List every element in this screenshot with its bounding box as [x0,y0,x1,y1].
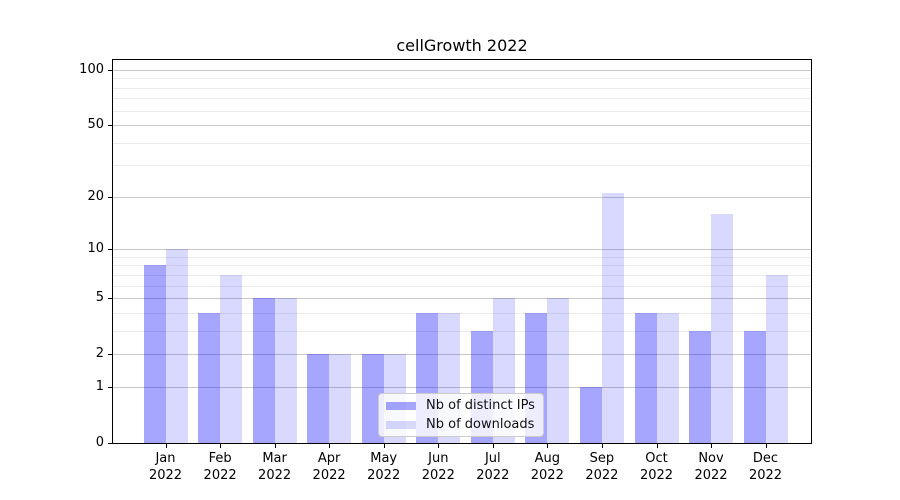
bar-jan-downloads [165,249,188,443]
x-tick [329,444,331,448]
y-tick-label: 5 [95,290,104,306]
minor-gridline [113,312,811,314]
y-tick-label: 100 [79,61,104,77]
y-tick [108,125,113,127]
major-gridline [113,196,811,198]
x-tick-label: Oct 2022 [639,451,674,483]
y-tick [108,443,113,444]
minor-gridline [113,78,811,80]
x-tick [711,444,712,448]
x-tick-label: Jan 2022 [148,451,183,483]
bar-feb-ips [198,312,220,443]
minor-gridline [113,330,811,332]
minor-gridline [113,265,811,267]
legend-swatch-downloads [386,420,416,429]
bar-jan-ips [143,265,166,443]
bar-sep-ips [579,387,602,443]
x-tick [547,444,549,448]
bar-aug-downloads [547,298,570,443]
major-gridline [113,298,811,300]
x-tick-label: Nov 2022 [694,451,728,483]
bar-apr-ips [307,354,330,443]
y-tick [108,298,113,300]
legend-item-downloads: Nb of downloads [386,417,543,432]
x-tick [656,444,658,448]
x-tick-label: Jun 2022 [421,451,455,483]
major-gridline [113,125,811,127]
minor-gridline [113,256,811,258]
minor-gridline [113,142,811,144]
x-tick-label: Feb 2022 [203,451,237,483]
x-tick-label: May 2022 [367,451,401,483]
x-tick [274,444,276,448]
x-tick [165,444,167,448]
x-tick [601,444,603,448]
minor-gridline [113,87,811,89]
minor-gridline [113,285,811,287]
legend-label-downloads: Nb of downloads [426,417,535,432]
minor-gridline [113,274,811,276]
x-tick-label: Dec 2022 [748,451,783,483]
legend-label-distinct-ips: Nb of distinct IPs [426,398,535,413]
major-gridline [113,354,811,356]
y-tick-label: 10 [87,241,104,257]
bar-oct-downloads [656,312,679,443]
legend: Nb of distinct IPs Nb of downloads [378,393,544,437]
x-tick-label: Mar 2022 [258,451,292,483]
x-tick [383,444,385,448]
y-tick [108,387,113,388]
bar-mar-downloads [274,298,297,443]
x-tick-label: Aug 2022 [530,451,564,483]
bar-oct-ips [634,312,657,443]
bar-nov-downloads [711,214,733,443]
legend-item-distinct-ips: Nb of distinct IPs [386,398,543,413]
chart-title: cellGrowth 2022 [396,36,528,55]
minor-gridline [113,110,811,112]
y-tick-label: 2 [95,346,104,362]
y-tick-label: 0 [95,435,104,450]
x-tick [438,444,440,448]
major-gridline [113,69,811,71]
y-tick [108,354,113,356]
y-tick [108,69,113,71]
plot-area [113,60,811,443]
y-tick-label: 20 [87,188,104,204]
bar-dec-ips [743,330,766,443]
bar-feb-downloads [220,274,242,443]
minor-gridline [113,165,811,167]
bar-nov-ips [689,330,711,443]
major-gridline [113,249,811,251]
bar-dec-downloads [765,274,788,443]
minor-gridline [113,98,811,100]
x-tick-label: Apr 2022 [312,451,346,483]
bar-mar-ips [252,298,275,443]
x-tick [492,444,494,448]
y-tick [108,249,113,251]
x-tick [220,444,222,448]
x-tick-label: Sep 2022 [585,451,619,483]
major-gridline [113,387,811,388]
bar-apr-downloads [329,354,352,443]
legend-swatch-distinct-ips [386,401,416,410]
y-tick [108,196,113,198]
y-tick-label: 50 [87,117,104,133]
x-tick-label: Jul 2022 [476,451,510,483]
x-tick [765,444,767,448]
bar-sep-downloads [601,193,624,443]
y-tick-label: 1 [95,379,104,394]
